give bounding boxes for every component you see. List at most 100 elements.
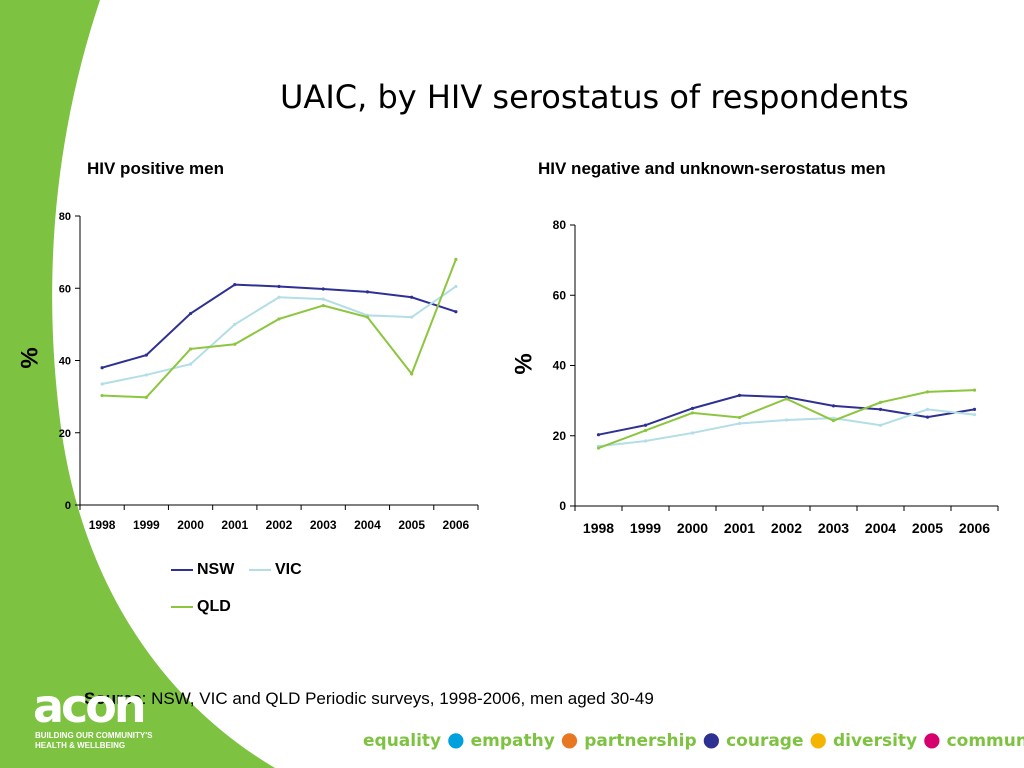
data-point-qld bbox=[233, 342, 237, 346]
acon-logo: acon bbox=[33, 686, 147, 728]
data-point-vic bbox=[188, 362, 193, 366]
y-tick-label: 80 bbox=[59, 211, 71, 223]
y-tick-label: 0 bbox=[65, 500, 71, 512]
footer-word-community: community bbox=[946, 731, 1024, 751]
logo-wordmark: acon bbox=[33, 686, 144, 728]
legend-swatch-qld bbox=[171, 605, 193, 608]
x-tick-label: 2003 bbox=[310, 518, 337, 532]
data-point-qld bbox=[144, 395, 148, 399]
slide-title: UAIC, by HIV serostatus of respondents bbox=[280, 78, 909, 116]
legend-item-qld: QLD bbox=[171, 598, 231, 616]
x-tick-label: 2005 bbox=[912, 520, 943, 536]
data-point-qld bbox=[100, 393, 104, 398]
data-point-nsw bbox=[643, 423, 648, 427]
data-point-qld bbox=[878, 400, 883, 404]
x-tick-label: 2003 bbox=[818, 520, 849, 536]
data-point-nsw bbox=[277, 284, 281, 289]
x-tick-label: 2004 bbox=[354, 518, 381, 532]
data-point-nsw bbox=[831, 404, 836, 408]
legend-item-nsw: NSW bbox=[171, 561, 234, 579]
y-tick-label: 60 bbox=[553, 288, 567, 302]
y-tick-label: 20 bbox=[553, 429, 567, 443]
data-point-vic bbox=[100, 382, 104, 386]
x-tick-label: 2004 bbox=[865, 520, 896, 536]
legend-label-vic: VIC bbox=[275, 561, 302, 578]
data-point-vic bbox=[972, 413, 977, 417]
x-tick-label: 1998 bbox=[89, 518, 116, 532]
data-point-nsw bbox=[321, 287, 325, 291]
x-tick-label: 2001 bbox=[221, 518, 248, 532]
footer-dot-icon: ● bbox=[560, 727, 579, 751]
data-point-nsw bbox=[100, 366, 104, 370]
x-tick-label: 2000 bbox=[177, 518, 204, 532]
footer-dot-icon: ● bbox=[702, 727, 721, 751]
y-tick-label: 40 bbox=[553, 359, 567, 373]
y-tick-label: 80 bbox=[553, 218, 567, 232]
data-point-nsw bbox=[690, 406, 695, 410]
data-point-qld bbox=[321, 303, 325, 308]
data-point-nsw bbox=[737, 393, 742, 397]
data-point-vic bbox=[737, 421, 742, 426]
data-point-vic bbox=[410, 315, 414, 319]
y-tick-label: 20 bbox=[59, 428, 71, 440]
footer-word-equality: equality bbox=[363, 731, 442, 751]
data-point-vic bbox=[831, 416, 836, 420]
source-text: : NSW, VIC and QLD Periodic surveys, 199… bbox=[141, 689, 654, 708]
data-point-qld bbox=[784, 397, 789, 401]
x-tick-label: 2002 bbox=[266, 518, 293, 532]
legend-label-qld: QLD bbox=[197, 598, 231, 615]
y-tick-label: 0 bbox=[559, 499, 566, 513]
x-tick-label: 1998 bbox=[583, 520, 614, 536]
x-tick-label: 2006 bbox=[443, 518, 470, 532]
footer-word-partnership: partnership bbox=[584, 731, 697, 751]
data-point-vic bbox=[878, 423, 883, 427]
footer-dot-icon: ● bbox=[923, 727, 941, 751]
logo-tagline-line-2: HEALTH & WELLBEING bbox=[35, 741, 126, 750]
data-point-qld bbox=[972, 388, 977, 392]
data-point-qld bbox=[410, 372, 414, 376]
data-point-qld bbox=[596, 446, 601, 450]
logo-tagline-line-1: BUILDING OUR COMMUNITY'S bbox=[35, 731, 153, 740]
data-point-vic bbox=[277, 295, 281, 299]
data-point-nsw bbox=[365, 290, 370, 294]
data-point-nsw bbox=[972, 407, 977, 412]
data-point-qld bbox=[277, 317, 281, 321]
x-tick-label: 2006 bbox=[959, 520, 990, 536]
logo-tagline: BUILDING OUR COMMUNITY'S HEALTH & WELLBE… bbox=[35, 731, 152, 751]
data-point-nsw bbox=[596, 433, 601, 437]
data-point-nsw bbox=[925, 415, 930, 419]
values-footer: equality ● empathy ● partnership ● courage ● div… bbox=[363, 727, 1024, 751]
data-point-qld bbox=[690, 411, 695, 415]
green-swoosh bbox=[0, 0, 275, 768]
x-tick-label: 2002 bbox=[771, 520, 802, 536]
chart-2-title: HIV negative and unknown-serostatus men bbox=[538, 159, 886, 178]
data-point-vic bbox=[321, 297, 325, 301]
data-point-nsw bbox=[454, 310, 458, 314]
data-point-qld bbox=[643, 428, 648, 433]
data-point-nsw bbox=[410, 295, 414, 299]
footer-dot-icon: ● bbox=[447, 727, 465, 751]
legend-swatch-vic bbox=[249, 568, 271, 571]
data-point-nsw bbox=[188, 311, 193, 316]
x-tick-label: 2001 bbox=[724, 520, 755, 536]
data-point-vic bbox=[144, 373, 148, 377]
legend-item-vic: VIC bbox=[249, 561, 302, 579]
footer-word-empathy: empathy bbox=[470, 731, 555, 751]
legend-swatch-nsw bbox=[171, 568, 193, 571]
legend-label-nsw: NSW bbox=[197, 561, 235, 578]
data-point-qld bbox=[737, 415, 742, 420]
chart-1-title: HIV positive men bbox=[87, 159, 224, 178]
data-point-vic bbox=[454, 284, 458, 289]
source-label: Source bbox=[84, 689, 142, 708]
data-point-vic bbox=[233, 322, 237, 326]
data-point-nsw bbox=[144, 353, 148, 357]
data-point-nsw bbox=[233, 283, 237, 287]
data-point-qld bbox=[365, 315, 370, 319]
data-point-qld bbox=[188, 347, 193, 351]
x-tick-label: 1999 bbox=[630, 520, 661, 536]
x-tick-label: 2005 bbox=[398, 518, 425, 532]
x-tick-label: 2000 bbox=[677, 520, 708, 536]
